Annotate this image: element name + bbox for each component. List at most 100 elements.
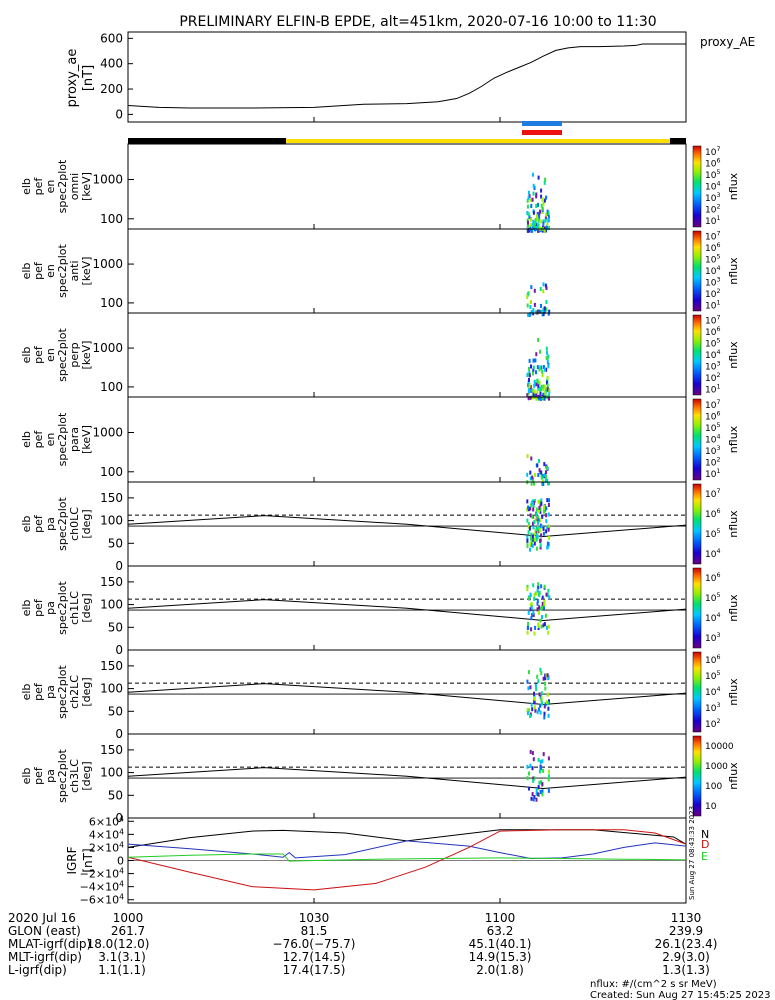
spectrogram-pixel xyxy=(541,197,544,202)
spectrogram-pixel xyxy=(540,310,543,314)
spectrogram-pixel xyxy=(526,295,529,299)
colorbar-label-spec_omni: nflux xyxy=(727,172,740,200)
spectrogram-pixel xyxy=(537,582,540,587)
spectrogram-pixel xyxy=(548,481,551,486)
spectrogram-pixel xyxy=(543,384,546,389)
spectrogram-pixel xyxy=(527,190,530,195)
spectrogram-pixel xyxy=(526,454,529,459)
spectrogram-pixel xyxy=(528,370,531,375)
spectrogram-pixel xyxy=(526,584,529,589)
spectrogram-pixel xyxy=(547,311,550,316)
orbit-bar-night-end xyxy=(670,138,686,144)
spectrogram-pixel xyxy=(546,498,549,503)
spectrogram-pixel xyxy=(530,198,533,203)
spectrogram-pixel xyxy=(543,228,546,233)
spectrogram-pixel xyxy=(526,218,529,223)
spectrogram-pixel xyxy=(543,226,546,231)
spectrogram-pixel xyxy=(535,546,538,551)
ylabel-spec_omni-1: pef xyxy=(32,177,45,196)
spectrogram-pixel xyxy=(542,221,545,226)
colorbar-tick-pa_ch0: 105 xyxy=(705,528,720,540)
spectrogram-pixel xyxy=(527,686,530,691)
ytick-label-pa_ch0: 50 xyxy=(108,536,123,550)
panel-frame-spec_anti xyxy=(127,228,687,314)
colorbar-tick-pa_ch0: 104 xyxy=(705,548,720,560)
panel-frame-spec_perp xyxy=(127,312,687,398)
spectrogram-pixel xyxy=(546,375,549,380)
spectrogram-pixel xyxy=(542,387,545,392)
igrf-ytick-label: 2×104 xyxy=(89,840,124,854)
spectrogram-pixel xyxy=(542,384,545,389)
spectrogram-pixel xyxy=(548,498,550,503)
spectrogram-pixel xyxy=(536,390,539,395)
spectrogram-pixel xyxy=(527,220,529,225)
spectrogram-pixel xyxy=(526,544,529,548)
spectrogram-pixel xyxy=(532,371,534,376)
spectrogram-pixel xyxy=(542,282,545,287)
spectrogram-pixel xyxy=(547,777,550,782)
spectrogram-pixel xyxy=(543,704,546,709)
colorbar-tick-spec_perp: 106 xyxy=(705,326,720,338)
spectrogram-pixel xyxy=(537,228,539,233)
footer-row-date-1100: 1100 xyxy=(485,911,516,925)
spectrogram-pixel xyxy=(538,528,541,533)
spectrogram-blob-spec_omni xyxy=(526,172,550,233)
spectrogram-pixel xyxy=(527,530,530,535)
spectrogram-pixel xyxy=(533,705,536,710)
spectrogram-pixel xyxy=(538,518,541,523)
spectrogram-pixel xyxy=(532,191,535,196)
ylabel-pa_ch3-5: [deg] xyxy=(80,761,93,790)
ylabel-spec_anti-2: en xyxy=(44,264,57,278)
spectrogram-pixel xyxy=(541,782,544,787)
orbit-bar-sunlit xyxy=(286,139,670,143)
footer-row-glon-label: GLON (east) xyxy=(8,924,81,938)
spectrogram-pixel xyxy=(548,387,551,392)
spectrogram-pixel xyxy=(530,796,533,801)
spectrogram-pixel xyxy=(527,312,530,317)
spectrogram-pixel xyxy=(535,204,538,208)
igrf-series-D xyxy=(127,840,687,860)
spectrogram-pixel xyxy=(533,288,536,293)
spectrogram-pixel xyxy=(541,701,543,706)
spectrogram-pixel xyxy=(534,537,536,542)
footer-row-date-label: 2020 Jul 16 xyxy=(8,911,76,925)
spectrogram-pixel xyxy=(529,685,532,690)
ylabel-spec_perp-3: spec2plot xyxy=(56,328,69,382)
spectrogram-pixel xyxy=(536,674,539,679)
ylabel-spec_anti-0: elb xyxy=(20,263,33,280)
spectrogram-pixel xyxy=(548,535,551,540)
spectrogram-pixel xyxy=(538,792,540,797)
ytick-label-pa_ch0: 150 xyxy=(100,491,123,505)
colorbar-spec_omni xyxy=(692,145,702,228)
spectrogram-pixel xyxy=(539,365,542,370)
colorbar-tick-spec_para: 101 xyxy=(705,468,720,480)
spectrogram-pixel xyxy=(548,769,550,774)
spectrogram-pixel xyxy=(545,529,548,534)
spectrogram-pixel xyxy=(535,537,538,542)
spectrogram-pixel xyxy=(535,788,538,792)
spectrogram-pixel xyxy=(528,786,530,791)
spectrogram-pixel xyxy=(542,312,545,317)
spectrogram-pixel xyxy=(533,481,535,486)
colorbar-tick-spec_anti: 101 xyxy=(705,299,720,311)
footer-row-mlt-v1: 12.7(14.5) xyxy=(283,950,346,964)
spectrogram-pixel xyxy=(527,522,530,527)
spectrogram-pixel xyxy=(535,530,538,535)
colorbar-tick-spec_omni: 106 xyxy=(705,157,720,169)
footer-row-mlat-v2: 45.1(40.1) xyxy=(469,937,532,951)
spectrogram-pixel xyxy=(540,780,543,785)
spectrogram-pixel xyxy=(533,541,536,546)
spectrogram-pixel xyxy=(531,766,534,771)
footer-row-mlat-label: MLAT-igrf(dip) xyxy=(8,937,91,951)
ylabel-spec_perp-5: [keV] xyxy=(80,341,93,370)
spectrogram-pixel xyxy=(537,395,540,400)
spectrogram-pixel xyxy=(530,388,533,393)
spectrogram-pixel xyxy=(527,621,529,626)
ytick-label-spec_anti: 1000 xyxy=(92,257,123,271)
ylabel-spec_para-4: para xyxy=(68,427,81,452)
spectrogram-pixel xyxy=(526,393,529,398)
spectrogram-pixel xyxy=(532,797,535,802)
spectrogram-pixel xyxy=(531,197,534,202)
spectrogram-pixel xyxy=(539,209,542,214)
spectrogram-pixel xyxy=(535,395,538,400)
